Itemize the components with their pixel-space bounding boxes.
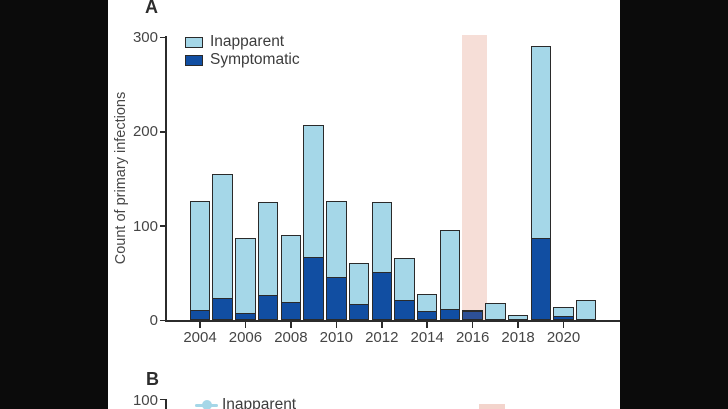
panel-b-ytick-mark: [159, 398, 166, 401]
x-tick-2006: [244, 322, 247, 329]
bar-2010-symptomatic-segment: [327, 277, 346, 319]
y-axis-line: [165, 36, 167, 322]
x-tick-label-2014: 2014: [410, 329, 444, 346]
legend-label-inapparent: Inapparent: [210, 33, 285, 50]
panel-b-legend-label-inapparent: Inapparent: [222, 396, 297, 409]
x-tick-2014: [426, 322, 428, 329]
bar-2015-symptomatic-segment: [440, 308, 460, 319]
bar-2009-symptomatic-segment: [304, 256, 323, 319]
bar-2016: [462, 309, 483, 320]
bar-2005: [212, 173, 233, 320]
x-tick-label-2004: 2004: [183, 329, 217, 346]
bar-2019-symptomatic-segment: [531, 237, 551, 319]
y-tick-0: [159, 319, 165, 322]
highlight-band-2016: [461, 34, 487, 320]
x-tick-2016: [471, 322, 474, 329]
y-tick-label-300: 300: [132, 29, 158, 46]
panel-b-highlight-band: [479, 404, 505, 409]
x-tick-2012: [380, 322, 383, 329]
bar-2014-symptomatic-segment: [417, 311, 437, 319]
bar-2020-symptomatic-segment: [554, 316, 573, 319]
bar-2020: [553, 306, 574, 320]
bar-2005-symptomatic-segment: [213, 298, 232, 319]
bar-2012: [371, 202, 392, 320]
legend-row-inapparent: Inapparent: [185, 33, 284, 51]
x-tick-label-2016: 2016: [455, 329, 490, 346]
x-tick-label-2010: 2010: [319, 329, 353, 346]
bar-2011-symptomatic-segment: [349, 303, 369, 319]
dot-marker-icon: [201, 400, 212, 409]
bar-2017: [485, 303, 506, 320]
inapparent-swatch-icon: [185, 36, 203, 48]
bar-2006-symptomatic-segment: [236, 313, 255, 319]
bar-2019: [530, 46, 552, 320]
x-tick-label-2020: 2020: [546, 329, 581, 346]
bar-2013: [394, 257, 415, 320]
x-axis-line: [165, 320, 620, 323]
y-tick-label-0: 0: [149, 312, 158, 329]
bar-2004-symptomatic-segment: [190, 310, 210, 319]
bar-2009: [303, 124, 324, 320]
x-tick-2020: [562, 322, 565, 329]
panel-b-label: B: [146, 369, 159, 389]
bar-2007: [257, 202, 279, 320]
bar-2012-symptomatic-segment: [372, 271, 391, 319]
panel-b-y-axis-line: [165, 398, 167, 409]
x-tick-2008: [290, 322, 292, 329]
x-tick-2010: [335, 322, 338, 329]
x-tick-label-2006: 2006: [228, 329, 263, 346]
bar-2004: [189, 201, 211, 320]
y-tick-200: [159, 131, 165, 133]
bar-2010: [326, 201, 347, 320]
bar-2015: [439, 230, 461, 320]
bar-2013-symptomatic-segment: [395, 300, 414, 319]
y-tick-100: [159, 225, 165, 228]
x-tick-label-2008: 2008: [274, 329, 308, 346]
y-tick-300: [159, 36, 165, 39]
x-tick-2018: [517, 322, 519, 329]
x-tick-label-2012: 2012: [365, 329, 399, 346]
bar-2006: [235, 237, 256, 320]
symptomatic-swatch-icon: [185, 54, 203, 66]
bar-2016-symptomatic-segment: [463, 311, 482, 319]
bar-2014: [416, 293, 438, 320]
panel-b-ytick-100: 100: [132, 392, 158, 409]
bar-2008-symptomatic-segment: [281, 301, 301, 319]
y-tick-label-200: 200: [132, 123, 158, 141]
x-tick-label-2018: 2018: [501, 329, 535, 346]
x-tick-2004: [199, 322, 201, 329]
bar-2011: [348, 263, 370, 320]
legend-label-symptomatic: Symptomatic: [210, 51, 300, 68]
bar-2007-symptomatic-segment: [258, 295, 278, 319]
bar-2021: [575, 300, 597, 320]
legend-row-symptomatic: Symptomatic: [185, 51, 300, 69]
y-tick-label-100: 100: [132, 217, 158, 235]
bar-2018: [507, 315, 529, 320]
bar-2008: [280, 235, 302, 320]
panel-a-label: A: [145, 0, 158, 17]
